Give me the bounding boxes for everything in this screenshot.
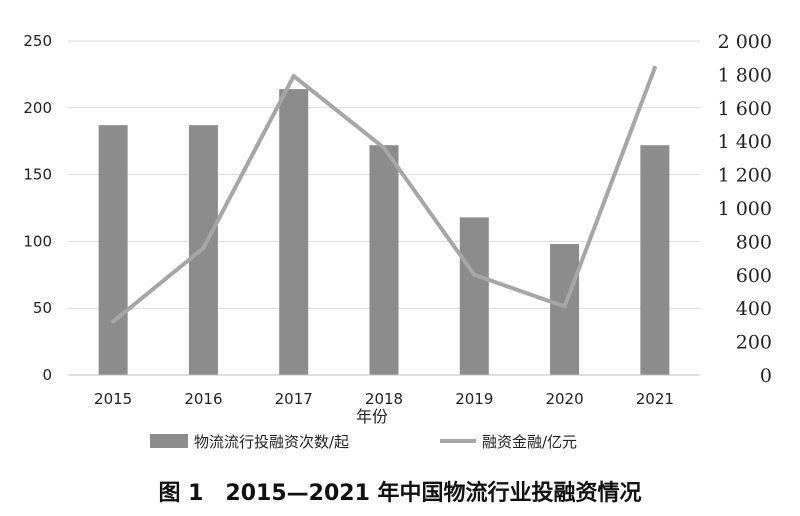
line-point: [562, 304, 567, 309]
bar: [369, 145, 399, 375]
line-point: [201, 246, 206, 251]
bar: [459, 217, 489, 375]
right-tick-label: 400: [736, 298, 772, 320]
right-tick-label: 1 800: [718, 64, 772, 86]
bar: [279, 89, 309, 375]
x-axis: 2015 2016 2017 2018 2019 2020 2021: [68, 374, 700, 408]
right-tick-label: 200: [736, 332, 772, 354]
line-point: [291, 74, 296, 79]
left-tick-label: 200: [23, 99, 52, 117]
right-tick-label: 1 600: [718, 98, 772, 120]
figure-caption: 图 1 2015—2021 年中国物流行业投融资情况: [158, 480, 641, 506]
line-point: [652, 65, 657, 70]
left-tick-label: 100: [23, 232, 52, 250]
right-y-axis: 0 200 400 600 800 1 000 1 200 1 400 1 600 1 800 2 …: [718, 31, 772, 387]
x-tick-label: 2019: [455, 390, 493, 408]
bar: [98, 125, 128, 375]
left-y-axis: 0 50 100 150 200 250: [23, 32, 52, 384]
left-tick-label: 0: [42, 366, 52, 384]
line-series: [111, 65, 657, 324]
x-tick-label: 2016: [184, 390, 222, 408]
legend-bar-label: 物流流行投融资次数/起: [194, 433, 349, 451]
legend-line-label: 融资金融/亿元: [482, 433, 577, 451]
line-point: [472, 272, 477, 277]
left-tick-label: 150: [23, 166, 52, 184]
right-tick-label: 1 400: [718, 131, 772, 153]
line-point: [111, 319, 116, 324]
legend: 物流流行投融资次数/起 融资金融/亿元: [150, 433, 577, 451]
line-point: [382, 145, 386, 150]
legend-bar-swatch: [150, 434, 188, 448]
x-tick-label: 2018: [365, 390, 403, 408]
x-axis-label: 年份: [356, 407, 388, 426]
right-tick-label: 600: [736, 265, 772, 287]
bar: [550, 244, 580, 375]
x-tick-label: 2021: [636, 390, 674, 408]
right-tick-label: 2 000: [718, 31, 772, 53]
x-tick-label: 2020: [545, 390, 583, 408]
right-tick-label: 1 000: [718, 198, 772, 220]
bar: [640, 145, 670, 375]
right-tick-label: 1 200: [718, 165, 772, 187]
x-tick-label: 2017: [275, 390, 313, 408]
bar-series: [98, 89, 670, 375]
left-tick-label: 250: [23, 32, 52, 50]
right-tick-label: 800: [736, 231, 772, 253]
x-tick-label: 2015: [94, 390, 132, 408]
left-tick-label: 50: [33, 299, 52, 317]
right-tick-label: 0: [760, 365, 772, 387]
